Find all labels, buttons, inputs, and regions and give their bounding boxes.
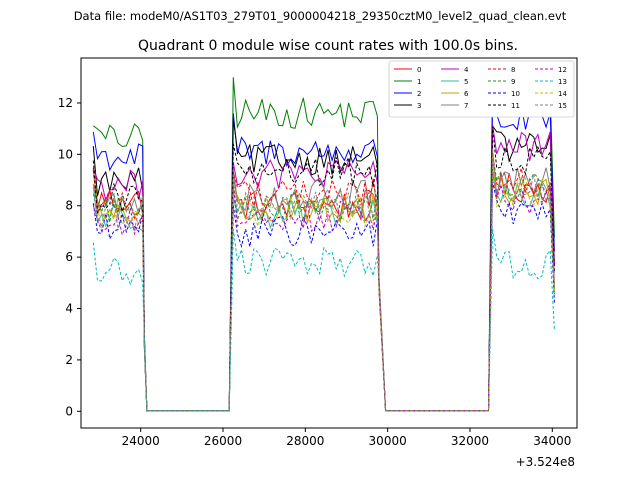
plot-frame: [80, 57, 578, 429]
x-axis: 24000 26000 28000 30000 32000 34000: [122, 428, 571, 448]
y-axis: 0 2 4 6 8 10 12: [58, 96, 81, 418]
y-tick-label: 12: [58, 96, 73, 110]
y-tick-label: 0: [65, 404, 73, 418]
plot-area: [81, 58, 577, 428]
x-offset-label: +3.524e8: [516, 455, 575, 469]
legend-label-4: 4: [464, 66, 469, 74]
x-tick-label: 28000: [286, 434, 324, 448]
series-line-2: [92, 101, 555, 412]
x-tick-label: 32000: [451, 434, 489, 448]
y-tick-label: 6: [65, 250, 73, 264]
series-line-4: [92, 124, 555, 412]
series-layer: [92, 77, 555, 412]
y-tick-label: 2: [65, 353, 73, 367]
y-tick-label: 4: [65, 302, 73, 316]
series-line-12: [92, 163, 555, 412]
series-line-13: [92, 228, 555, 412]
chart-title: Quadrant 0 module wise count rates with …: [138, 38, 518, 54]
legend-label-2: 2: [417, 90, 421, 98]
data-file-label: Data file: modeM0/AS1T03_279T01_90000042…: [74, 9, 567, 23]
legend-label-5: 5: [464, 78, 468, 86]
y-tick-label: 10: [58, 147, 73, 161]
x-tick-label: 34000: [533, 434, 571, 448]
legend-label-1: 1: [417, 78, 421, 86]
series-line-7: [92, 155, 555, 412]
legend-label-10: 10: [511, 90, 520, 98]
legend-label-6: 6: [464, 90, 469, 98]
x-tick-label: 30000: [369, 434, 407, 448]
x-tick-label: 26000: [204, 434, 242, 448]
legend-label-8: 8: [511, 66, 515, 74]
legend-label-11: 11: [511, 102, 520, 110]
x-tick-label: 24000: [122, 434, 160, 448]
legend-frame: [388, 60, 575, 118]
series-line-15: [92, 148, 555, 412]
legend-label-15: 15: [558, 102, 567, 110]
legend-label-13: 13: [558, 78, 567, 86]
legend-label-3: 3: [417, 102, 421, 110]
legend-label-0: 0: [417, 66, 421, 74]
series-line-14: [93, 155, 555, 412]
legend-label-9: 9: [511, 78, 515, 86]
legend-label-14: 14: [558, 90, 567, 98]
legend-label-7: 7: [464, 102, 468, 110]
legend-label-12: 12: [558, 66, 567, 74]
y-tick-label: 8: [65, 199, 73, 213]
